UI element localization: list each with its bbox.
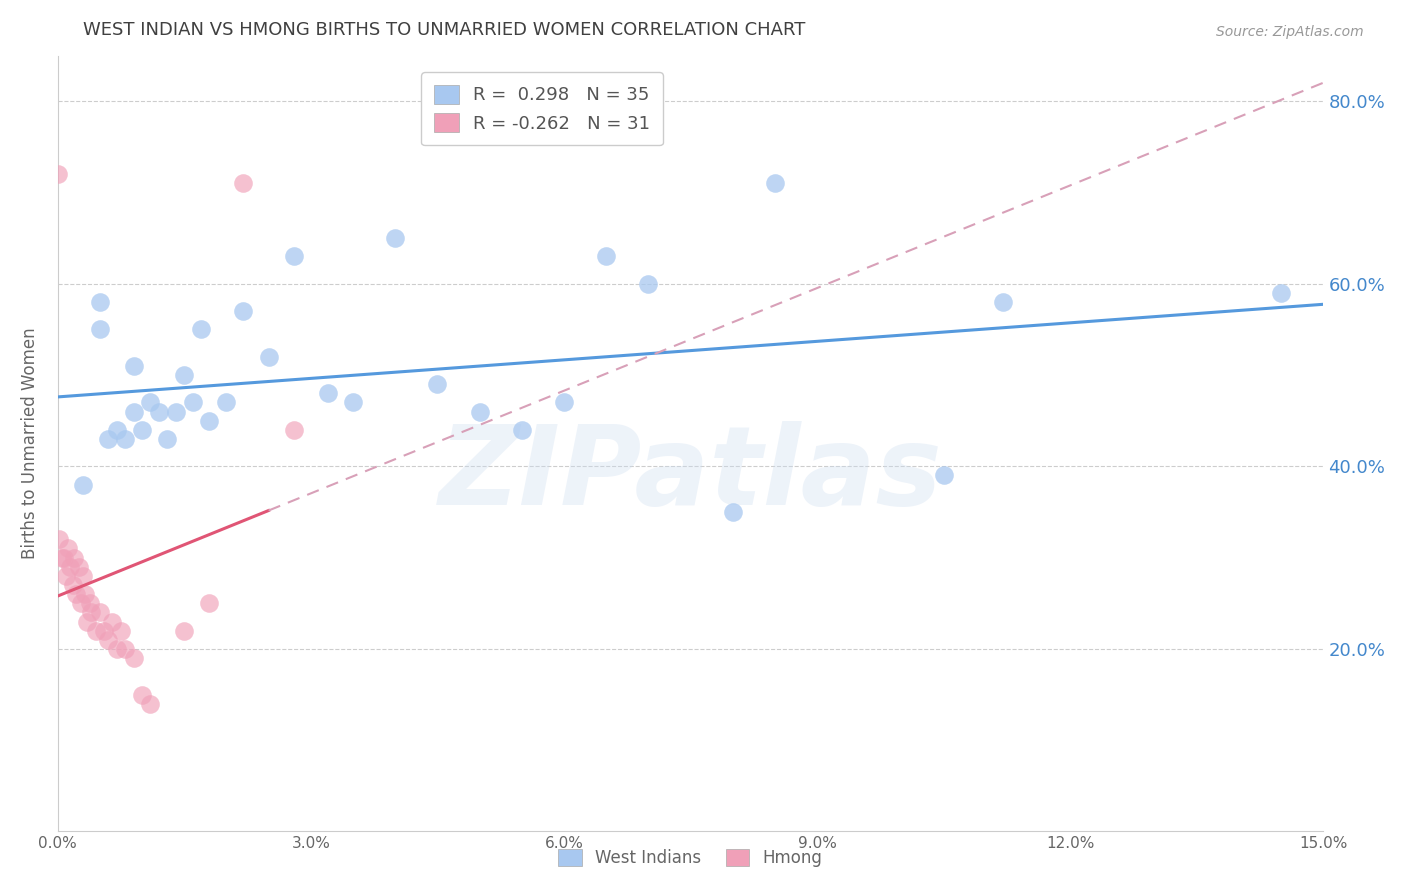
Point [89, 295, 111, 310]
Point [283, 423, 305, 437]
Point [122, 651, 145, 665]
Point [1270, 285, 1292, 300]
Point [721, 505, 744, 519]
Point [105, 641, 128, 656]
Point [165, 404, 187, 418]
Point [139, 697, 162, 711]
Point [173, 368, 195, 383]
Point [48, 533, 70, 547]
Point [55, 569, 77, 583]
Point [198, 596, 221, 610]
Text: ZIPatlas: ZIPatlas [439, 421, 942, 528]
Point [468, 404, 491, 418]
Point [51, 550, 73, 565]
Point [97, 632, 120, 647]
Point [173, 624, 195, 638]
Point [89, 322, 111, 336]
Point [84, 624, 107, 638]
Point [637, 277, 659, 291]
Point [80, 606, 103, 620]
Point [72, 477, 94, 491]
Point [70, 596, 93, 610]
Point [114, 432, 136, 446]
Point [156, 432, 179, 446]
Point [67, 559, 90, 574]
Point [342, 395, 364, 409]
Legend: West Indians, Hmong: West Indians, Hmong [548, 839, 832, 878]
Point [553, 395, 575, 409]
Point [232, 304, 254, 318]
Point [56, 541, 79, 556]
Point [72, 569, 94, 583]
Point [76, 615, 98, 629]
Point [63, 550, 86, 565]
Point [46, 167, 69, 181]
Point [510, 423, 533, 437]
Point [97, 432, 120, 446]
Point [101, 615, 124, 629]
Point [198, 414, 221, 428]
Point [316, 386, 339, 401]
Point [232, 177, 254, 191]
Point [763, 177, 786, 191]
Point [122, 359, 145, 373]
Point [122, 404, 145, 418]
Point [93, 624, 115, 638]
Text: Source: ZipAtlas.com: Source: ZipAtlas.com [1216, 25, 1364, 39]
Point [114, 641, 136, 656]
Point [257, 350, 280, 364]
Point [73, 587, 96, 601]
Point [283, 250, 305, 264]
Point [991, 295, 1014, 310]
Point [148, 404, 170, 418]
Point [384, 231, 406, 245]
Text: WEST INDIAN VS HMONG BIRTHS TO UNMARRIED WOMEN CORRELATION CHART: WEST INDIAN VS HMONG BIRTHS TO UNMARRIED… [83, 21, 806, 39]
Point [595, 250, 617, 264]
Point [139, 395, 162, 409]
Point [79, 596, 101, 610]
Point [53, 550, 76, 565]
Point [131, 423, 153, 437]
Point [181, 395, 204, 409]
Point [215, 395, 238, 409]
Point [426, 377, 449, 392]
Point [65, 587, 87, 601]
Point [62, 578, 84, 592]
Point [59, 559, 82, 574]
Point [110, 624, 132, 638]
Point [89, 606, 111, 620]
Point [105, 423, 128, 437]
Point [131, 688, 153, 702]
Point [190, 322, 212, 336]
Y-axis label: Births to Unmarried Women: Births to Unmarried Women [21, 327, 39, 559]
Point [932, 468, 955, 483]
